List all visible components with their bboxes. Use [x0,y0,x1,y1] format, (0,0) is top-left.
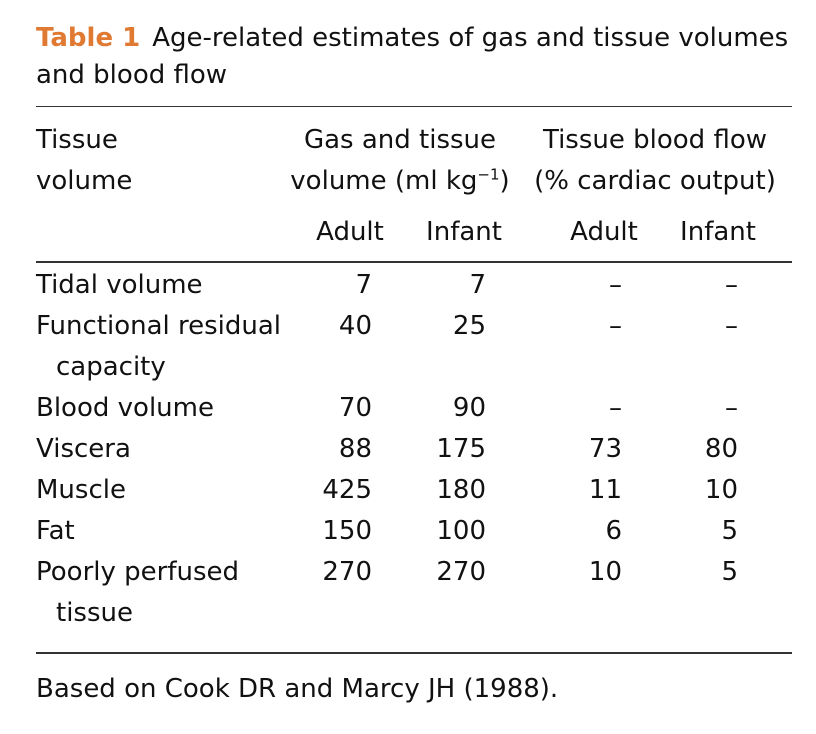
cell-adult-volume: 88 [290,432,372,466]
row-label: Poorly perfused [36,555,239,589]
header-blood-flow: Tissue blood flow [524,123,786,157]
row-label: Tidal volume [36,268,203,302]
header-gas-tissue: Gas and tissue [278,123,522,157]
cell-infant-volume: 175 [404,432,486,466]
table-label: Table 1 [36,23,140,53]
cell-adult-flow: – [540,391,622,425]
cell-adult-flow: – [540,268,622,302]
cell-infant-volume: 90 [404,391,486,425]
table-footnote: Based on Cook DR and Marcy JH (1988). [36,672,558,706]
row-label: Muscle [36,473,126,507]
cell-infant-volume: 270 [404,555,486,589]
header-rule [36,261,792,263]
cell-infant-volume: 7 [404,268,486,302]
row-label: Viscera [36,432,131,466]
subheader-infant-gas: Infant [414,215,514,249]
cell-infant-volume: 25 [404,309,486,343]
cell-infant-flow: – [656,268,738,302]
subheader-adult-flow: Adult [554,215,654,249]
row-label: Fat [36,514,75,548]
cell-adult-volume: 7 [290,268,372,302]
subheader-infant-flow: Infant [668,215,768,249]
header-blood-flow-units: (% cardiac output) [524,164,786,198]
cell-infant-flow: 80 [656,432,738,466]
cell-adult-volume: 270 [290,555,372,589]
cell-infant-flow: – [656,309,738,343]
header-volume: volume [36,164,132,198]
units-superscript: −1 [477,165,499,183]
cell-adult-volume: 150 [290,514,372,548]
cell-adult-flow: 6 [540,514,622,548]
cell-adult-flow: – [540,309,622,343]
cell-adult-flow: 11 [540,473,622,507]
bottom-rule [36,652,792,654]
cell-adult-volume: 40 [290,309,372,343]
cell-adult-flow: 73 [540,432,622,466]
header-gas-tissue-units: volume (ml kg−1) [278,164,522,198]
cell-infant-flow: – [656,391,738,425]
cell-infant-volume: 100 [404,514,486,548]
cell-adult-volume: 70 [290,391,372,425]
table-caption: Table 1 Age-related estimates of gas and … [36,20,796,94]
cell-adult-flow: 10 [540,555,622,589]
cell-adult-volume: 425 [290,473,372,507]
row-label: Blood volume [36,391,214,425]
row-label-continued: tissue [56,596,133,630]
cell-infant-flow: 5 [656,514,738,548]
cell-infant-volume: 180 [404,473,486,507]
row-label-continued: capacity [56,350,166,384]
subheader-adult-gas: Adult [300,215,400,249]
header-tissue: Tissue [36,123,118,157]
cell-infant-flow: 5 [656,555,738,589]
top-rule [36,106,792,107]
row-label: Functional residual [36,309,281,343]
cell-infant-flow: 10 [656,473,738,507]
table-title: Age-related estimates of gas and tissue … [36,23,788,90]
